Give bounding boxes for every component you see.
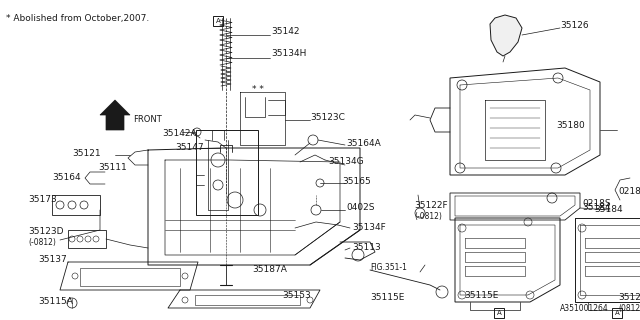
Text: 35187A: 35187A [252, 266, 287, 275]
Text: 35180: 35180 [556, 122, 585, 131]
Text: 35142A: 35142A [162, 129, 196, 138]
Text: 0402S: 0402S [346, 204, 374, 212]
Text: FIG.351-1: FIG.351-1 [370, 263, 407, 273]
Text: 35184: 35184 [582, 203, 611, 212]
Text: 0218S: 0218S [618, 188, 640, 196]
Text: 0218S: 0218S [582, 199, 611, 209]
Bar [196, 130, 258, 215]
Text: 35121: 35121 [72, 149, 100, 158]
Text: A: A [216, 18, 220, 24]
Text: 35122F: 35122F [618, 293, 640, 302]
Text: 35115E: 35115E [464, 292, 499, 300]
Text: 35134H: 35134H [271, 50, 307, 59]
Text: 35123C: 35123C [310, 114, 345, 123]
Text: (-0812): (-0812) [414, 212, 442, 221]
Bar [80, 268, 180, 286]
Text: 35126: 35126 [560, 21, 589, 30]
Text: * Abolished from October,2007.: * Abolished from October,2007. [6, 14, 149, 23]
Text: 35134F: 35134F [352, 223, 386, 233]
Text: 35122F: 35122F [414, 202, 447, 211]
Text: 35115E: 35115E [370, 293, 404, 302]
Text: 35147: 35147 [175, 143, 204, 153]
Polygon shape [100, 100, 130, 130]
Text: * *: * * [252, 85, 264, 94]
Text: 35164A: 35164A [346, 139, 381, 148]
Text: FRONT: FRONT [133, 116, 162, 124]
Text: A351001264: A351001264 [560, 304, 609, 313]
Bar [195, 295, 300, 305]
Text: 35115A: 35115A [38, 298, 73, 307]
Text: 35173: 35173 [28, 196, 57, 204]
Text: 35142: 35142 [271, 27, 300, 36]
Bar [494, 308, 504, 318]
Polygon shape [490, 15, 522, 56]
Text: 35113: 35113 [352, 244, 381, 252]
Text: (-0812): (-0812) [28, 238, 56, 247]
Text: 35165: 35165 [342, 178, 371, 187]
Bar [52, 195, 100, 215]
Text: 35137: 35137 [38, 255, 67, 265]
Bar [612, 308, 622, 318]
Text: 35111: 35111 [98, 164, 127, 172]
Text: 35153: 35153 [282, 291, 311, 300]
Bar [68, 230, 106, 248]
Text: A: A [614, 310, 620, 316]
Text: 35164: 35164 [52, 172, 81, 181]
Text: A: A [497, 310, 501, 316]
Bar [213, 16, 223, 26]
Text: 35184: 35184 [594, 205, 623, 214]
Text: 35123D: 35123D [28, 228, 63, 236]
Text: (0812-): (0812-) [618, 303, 640, 313]
Text: 35134G: 35134G [328, 157, 364, 166]
